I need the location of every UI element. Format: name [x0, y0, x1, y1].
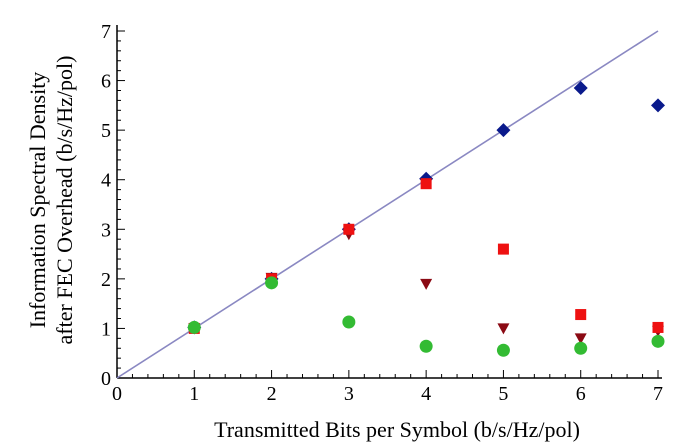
reference-line-group	[116, 30, 659, 379]
triangle-point	[497, 323, 510, 335]
reference-line	[116, 30, 659, 379]
x-tick-label: 5	[498, 383, 508, 405]
axes	[116, 25, 662, 379]
y-tick-label: 4	[101, 170, 111, 192]
circle-point	[187, 320, 201, 334]
circle-point	[265, 276, 279, 290]
x-axis-title: Transmitted Bits per Symbol (b/s/Hz/pol)	[214, 417, 580, 442]
circle-point	[496, 343, 510, 357]
diamond-point	[651, 98, 665, 113]
square-point	[652, 321, 664, 333]
y-tick-label: 1	[101, 318, 111, 340]
y-tick-label: 0	[101, 368, 111, 390]
x-tick-label: 4	[421, 383, 431, 405]
diamond-point	[496, 123, 511, 138]
data-marks	[187, 81, 665, 357]
square-point	[343, 223, 355, 235]
circle-point	[419, 339, 433, 353]
x-tick-label: 3	[344, 383, 354, 405]
y-axis-title-line2: after FEC Overhead (b/s/Hz/pol)	[52, 56, 77, 345]
x-tick-label: 2	[267, 383, 277, 405]
y-tick-label: 5	[101, 120, 111, 142]
y-tick-label: 3	[101, 219, 111, 241]
y-tick-label: 2	[101, 269, 111, 291]
y-tick-label: 6	[101, 71, 111, 93]
square-point	[420, 178, 432, 190]
circle-point	[342, 315, 356, 329]
x-tick-label: 6	[576, 383, 586, 405]
triangle-point	[574, 333, 587, 345]
square-point	[575, 309, 587, 321]
y-tick-label: 7	[101, 21, 111, 43]
circle-point	[574, 341, 588, 355]
x-tick-label: 1	[189, 383, 199, 405]
diamond-point	[573, 81, 588, 96]
square-point	[497, 243, 509, 255]
triangle-point	[420, 278, 433, 290]
tick-labels: 0 1 2 3 4 5 6 7 0 1 2 3 4 5 6 7	[101, 21, 663, 405]
y-axis-title-line1: Information Spectral Density	[25, 72, 50, 329]
circle-point	[651, 334, 665, 348]
x-tick-label: 0	[112, 383, 122, 405]
x-tick-label: 7	[653, 383, 663, 405]
